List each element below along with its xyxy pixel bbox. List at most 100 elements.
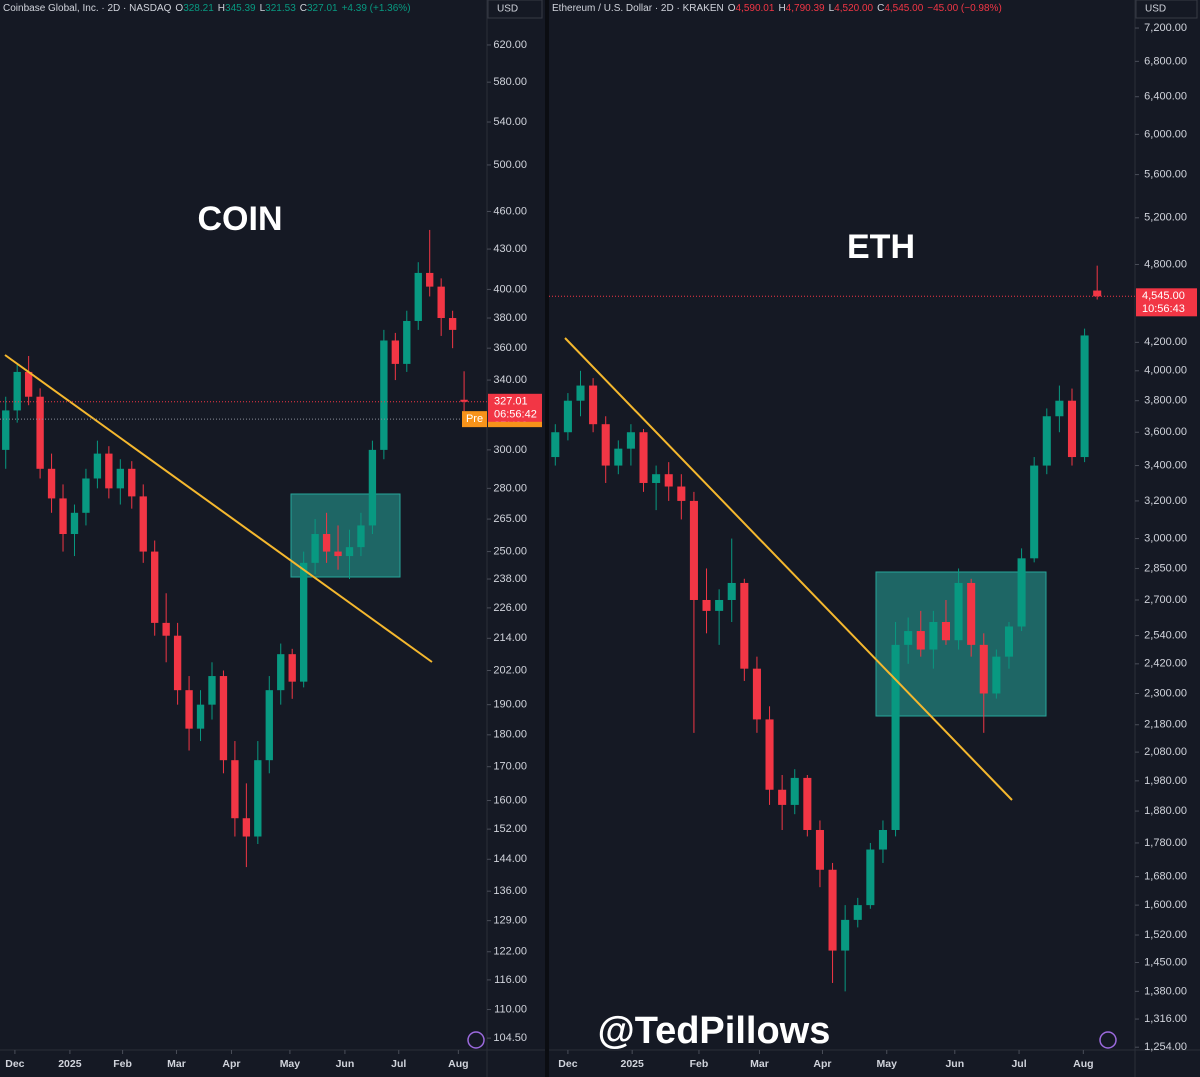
candle-body — [551, 432, 560, 458]
candle-body — [219, 676, 228, 761]
x-tick-label: Mar — [167, 1058, 186, 1070]
candle-body — [242, 818, 251, 837]
candle-body — [828, 869, 837, 951]
ohlc-value: 4,545.00 — [884, 3, 923, 14]
candle-body — [576, 385, 585, 401]
y-tick-label: 104.50 — [493, 1032, 527, 1044]
candle-body — [866, 849, 875, 906]
y-tick-label: 226.00 — [493, 602, 527, 614]
candle-body — [954, 582, 963, 641]
candle-body — [803, 777, 812, 830]
candle-body — [853, 905, 862, 920]
x-tick-label: Jul — [1011, 1058, 1026, 1070]
y-tick-label: 6,000.00 — [1144, 128, 1187, 140]
ohlc-value: 4,790.39 — [786, 3, 825, 14]
candle-body — [414, 272, 422, 321]
x-tick-label: Feb — [690, 1058, 709, 1070]
x-tick-label: May — [280, 1058, 301, 1070]
candle-body — [992, 656, 1001, 694]
y-tick-label: 136.00 — [493, 885, 527, 897]
candle-body — [967, 582, 976, 645]
price-tag-countdown: 06:56:42 — [494, 409, 537, 421]
candle-body — [601, 424, 610, 466]
y-tick-label: 4,200.00 — [1144, 336, 1187, 348]
candle-body — [70, 512, 79, 535]
y-tick-label: 340.00 — [493, 374, 527, 386]
price-tag-box — [1136, 288, 1197, 317]
candle-body — [437, 286, 445, 319]
candle-body — [403, 320, 411, 364]
ohlc-key: O — [728, 3, 736, 14]
candle-body — [299, 562, 308, 682]
candle-body — [334, 551, 342, 557]
y-tick-label: 116.00 — [494, 974, 527, 986]
x-tick-label: 2025 — [58, 1058, 82, 1070]
y-tick-label: 580.00 — [493, 76, 527, 88]
candle-body — [36, 396, 44, 469]
candle-body — [151, 551, 159, 623]
candle-body — [841, 919, 850, 951]
trendline — [4, 354, 433, 663]
candle-body — [173, 635, 182, 691]
y-tick-label: 3,800.00 — [1144, 395, 1187, 407]
currency-box — [1135, 0, 1198, 19]
candle-body — [727, 582, 736, 600]
candle-body — [47, 468, 56, 499]
candle-body — [815, 829, 824, 870]
candle-body — [391, 340, 399, 364]
ohlc-value: 4,520.00 — [834, 3, 873, 14]
candle-body — [128, 468, 136, 497]
y-tick-label: 250.00 — [493, 545, 527, 557]
candle-body — [93, 453, 102, 479]
symbol-name: Ethereum / U.S. Dollar · 2D · KRAKEN — [552, 3, 724, 14]
change: −45.00 (−0.98%) — [927, 3, 1002, 14]
candle-body — [563, 400, 572, 433]
y-tick-label: 5,600.00 — [1144, 168, 1187, 180]
candle-body — [715, 599, 724, 611]
candle-body — [116, 468, 124, 489]
y-tick-label: 7,200.00 — [1144, 22, 1187, 34]
y-tick-label: 152.00 — [493, 823, 527, 835]
candle-body — [208, 676, 216, 705]
price-tag-countdown: 10:56:43 — [1142, 303, 1185, 315]
candle-body — [790, 777, 799, 805]
ohlc-key: L — [829, 3, 835, 14]
candle-body — [265, 690, 273, 761]
trendline — [564, 337, 1013, 801]
candle-body — [941, 621, 951, 641]
x-tick-label: Aug — [1073, 1058, 1093, 1070]
y-tick-label: 170.00 — [493, 761, 527, 773]
candle-body — [311, 534, 319, 563]
x-tick-label: Dec — [5, 1058, 24, 1070]
y-tick-label: 202.00 — [493, 664, 527, 676]
ohlc-key: C — [300, 3, 307, 14]
y-tick-label: 4,800.00 — [1144, 258, 1187, 270]
y-tick-label: 620.00 — [493, 39, 527, 51]
candle-body — [357, 525, 365, 548]
candle-body — [1093, 290, 1102, 297]
ohlc-key: C — [877, 3, 884, 14]
y-tick-label: 1,980.00 — [1144, 775, 1187, 787]
y-tick-label: 122.00 — [493, 946, 527, 958]
candle-body — [614, 448, 623, 466]
candle-body — [254, 760, 262, 837]
y-tick-label: 4,000.00 — [1144, 365, 1187, 377]
y-tick-label: 1,520.00 — [1144, 929, 1187, 941]
candle-body — [740, 582, 749, 669]
pre-tag-bg — [462, 411, 487, 428]
ohlc-value: 321.53 — [265, 3, 296, 14]
x-tick-label: May — [877, 1058, 898, 1070]
y-tick-label: 1,450.00 — [1144, 956, 1187, 968]
x-tick-label: Dec — [558, 1058, 577, 1070]
candle-body — [664, 474, 673, 487]
y-tick-label: 2,420.00 — [1144, 658, 1187, 670]
y-tick-label: 1,680.00 — [1144, 871, 1187, 883]
candle-body — [196, 704, 205, 729]
ohlc-value: 327.01 — [307, 3, 338, 14]
price-tag-value: 327.01 — [494, 396, 528, 408]
candle-body — [929, 621, 938, 650]
candle-body — [368, 449, 377, 526]
candle-body — [185, 690, 193, 729]
y-tick-label: 110.00 — [494, 1003, 527, 1015]
